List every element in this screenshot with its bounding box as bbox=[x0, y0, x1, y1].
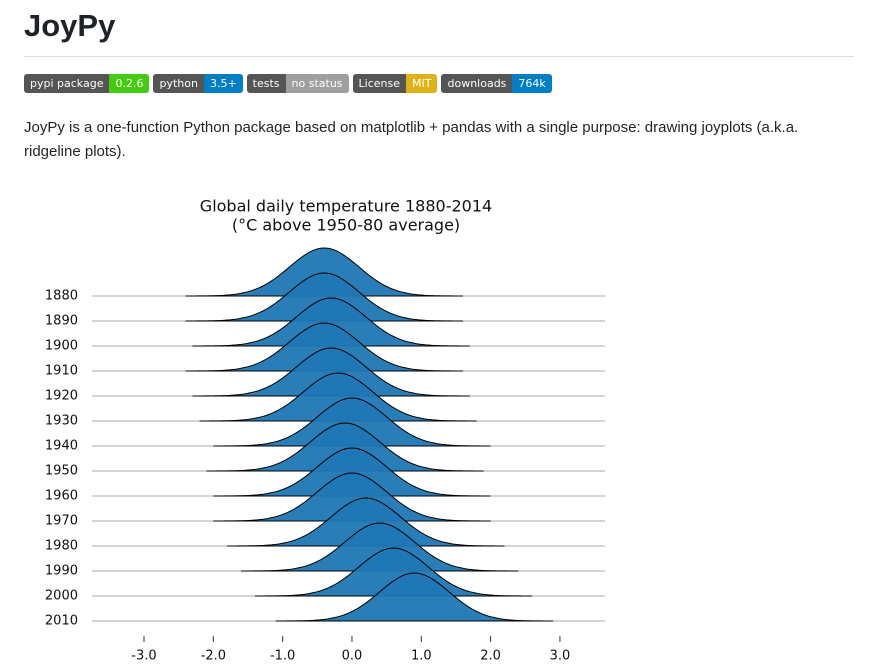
x-tick-label: -2.0 bbox=[201, 649, 226, 664]
badge[interactable]: downloads 764k bbox=[441, 74, 552, 93]
badge-value: 764k bbox=[512, 74, 552, 93]
badge-value: 3.5+ bbox=[203, 74, 243, 93]
y-tick-label: 1960 bbox=[45, 489, 78, 504]
ridge bbox=[192, 347, 470, 397]
badge-label: tests bbox=[246, 74, 286, 93]
y-tick-label: 1970 bbox=[45, 514, 78, 529]
description: JoyPy is a one-function Python package b… bbox=[24, 119, 799, 160]
y-tick-label: 1910 bbox=[45, 364, 78, 379]
badge-value: MIT bbox=[406, 74, 438, 93]
chart: Global daily temperature 1880-2014 (°C a… bbox=[45, 197, 605, 664]
x-tick-label: 2.0 bbox=[480, 649, 501, 664]
badge-label: python bbox=[153, 74, 204, 93]
ridge bbox=[275, 572, 553, 622]
x-tick-label: 0.0 bbox=[342, 649, 363, 664]
divider bbox=[24, 56, 854, 57]
y-tick-label: 2010 bbox=[45, 614, 78, 629]
ridge bbox=[185, 247, 463, 297]
x-tick-label: 3.0 bbox=[550, 649, 571, 664]
ridge bbox=[254, 547, 533, 597]
ridge bbox=[185, 272, 463, 322]
y-tick-label: 1940 bbox=[45, 439, 78, 454]
ridge bbox=[185, 322, 463, 372]
y-tick-label: 1900 bbox=[45, 339, 78, 354]
badge[interactable]: pypi package 0.2.6 bbox=[24, 74, 150, 93]
x-tick-label: -1.0 bbox=[270, 649, 295, 664]
badge[interactable]: License MIT bbox=[352, 74, 438, 93]
badge-label: downloads bbox=[441, 74, 513, 93]
x-tick-label: 1.0 bbox=[411, 649, 432, 664]
badge[interactable]: tests no status bbox=[246, 74, 349, 93]
badge[interactable]: python 3.5+ bbox=[153, 74, 243, 93]
ridge bbox=[213, 397, 491, 447]
y-tick-label: 1980 bbox=[45, 539, 78, 554]
badge-label: License bbox=[352, 74, 407, 93]
y-tick-label: 1890 bbox=[45, 314, 78, 329]
page-title: JoyPy bbox=[24, 8, 116, 43]
y-tick-label: 1990 bbox=[45, 564, 78, 579]
y-tick-label: 1930 bbox=[45, 414, 78, 429]
ridge bbox=[241, 522, 519, 572]
y-tick-label: 1880 bbox=[45, 289, 78, 304]
chart-subtitle: (°C above 1950-80 average) bbox=[232, 216, 460, 235]
badge-value: no status bbox=[285, 74, 349, 93]
ridge bbox=[213, 472, 491, 522]
ridge bbox=[192, 297, 470, 347]
ridge bbox=[206, 422, 484, 472]
ridge bbox=[199, 372, 477, 422]
badges: pypi package 0.2.6 python 3.5+ tests no statu… bbox=[24, 74, 552, 93]
y-tick-label: 1950 bbox=[45, 464, 78, 479]
ridge bbox=[213, 447, 491, 497]
ridge bbox=[227, 497, 505, 547]
x-tick-label: -3.0 bbox=[131, 649, 156, 664]
chart-title: Global daily temperature 1880-2014 bbox=[200, 197, 492, 216]
y-tick-label: 2000 bbox=[45, 589, 78, 604]
badge-value: 0.2.6 bbox=[109, 74, 150, 93]
badge-label: pypi package bbox=[24, 74, 110, 93]
y-tick-label: 1920 bbox=[45, 389, 78, 404]
